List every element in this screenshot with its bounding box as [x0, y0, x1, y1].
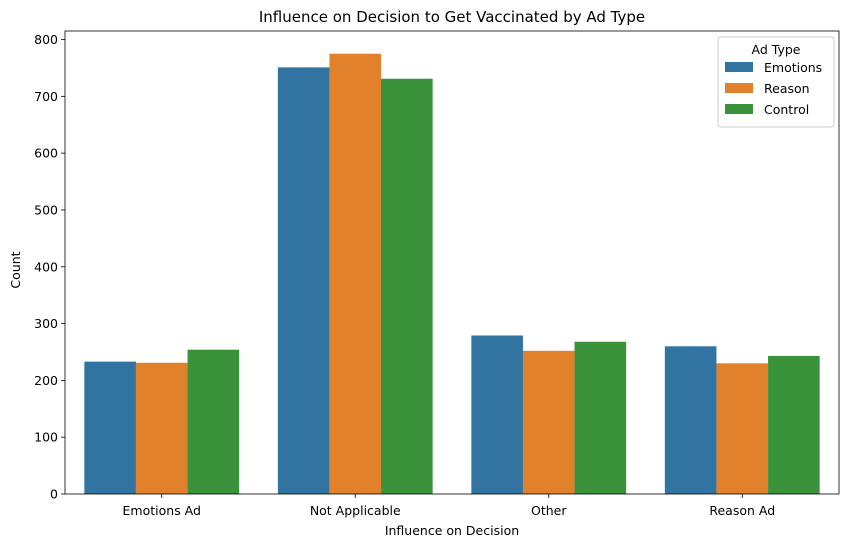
bar-control-reason-ad [768, 355, 820, 494]
y-tick-label: 100 [34, 430, 58, 445]
legend-label-reason: Reason [764, 81, 810, 96]
y-tick-label: 400 [34, 259, 58, 274]
y-tick-label: 200 [34, 373, 58, 388]
x-tick-label: Not Applicable [310, 503, 401, 518]
bar-reason-not-applicable [329, 53, 382, 494]
x-tick-label: Emotions Ad [123, 503, 201, 518]
bar-control-other [574, 341, 627, 494]
x-tick-label: Reason Ad [709, 503, 775, 518]
legend-label-emotions: Emotions [764, 60, 822, 75]
bar-emotions-reason-ad [664, 346, 717, 494]
legend: Ad Type Emotions Reason Control [717, 36, 835, 128]
bar-control-not-applicable [381, 78, 433, 494]
bar-reason-reason-ad [716, 363, 769, 494]
legend-swatch-emotions [725, 62, 753, 72]
legend-title: Ad Type [752, 42, 801, 57]
bar-emotions-emotions-ad [84, 361, 136, 494]
bar-reason-other [522, 350, 575, 494]
bar-emotions-other [471, 335, 523, 494]
y-tick-label: 500 [34, 202, 58, 217]
y-tick-label: 600 [34, 146, 58, 161]
x-tick-label: Other [531, 503, 567, 518]
legend-swatch-control [725, 104, 753, 114]
y-axis-label: Count [8, 251, 23, 288]
bar-emotions-not-applicable [277, 67, 330, 495]
y-tick-label: 700 [34, 89, 58, 104]
legend-label-control: Control [764, 102, 809, 117]
legend-swatch-reason [725, 83, 753, 93]
y-tick-label: 0 [50, 487, 58, 502]
bar-reason-emotions-ad [135, 362, 188, 494]
x-axis-label: Influence on Decision [385, 523, 519, 538]
plot-frame [64, 30, 840, 495]
bar-control-emotions-ad [187, 349, 240, 494]
y-axis: 0 100 200 300 400 500 600 700 800 [34, 32, 65, 502]
chart-title: Influence on Decision to Get Vaccinated … [259, 8, 645, 26]
y-tick-label: 300 [34, 316, 58, 331]
y-tick-label: 800 [34, 32, 58, 47]
x-axis: Emotions Ad Not Applicable Other Reason Ad [123, 494, 775, 518]
plot-area [64, 30, 840, 495]
